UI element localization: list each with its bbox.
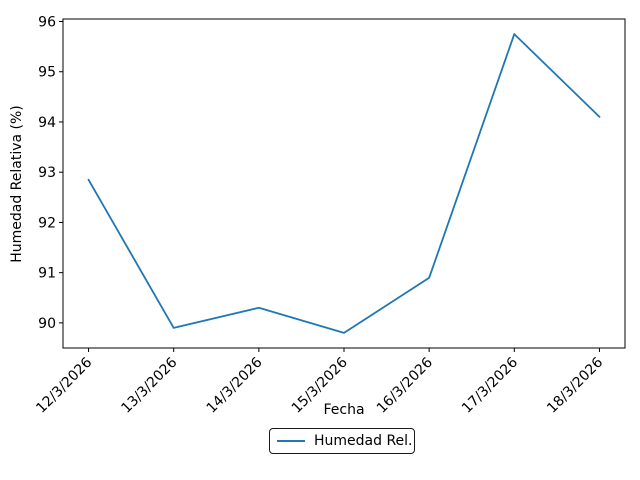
- x-tick-label: 14/3/2026: [204, 354, 266, 416]
- x-tick-label: 13/3/2026: [118, 354, 180, 416]
- x-tick-label: 16/3/2026: [374, 354, 436, 416]
- x-tick-label: 17/3/2026: [459, 354, 521, 416]
- legend-label: Humedad Rel.: [314, 433, 413, 449]
- x-axis-label: Fecha: [323, 402, 365, 418]
- y-tick-label: 94: [38, 115, 56, 131]
- y-tick-label: 91: [38, 266, 56, 282]
- y-axis-label: Humedad Relativa (%): [9, 105, 25, 263]
- y-tick-label: 90: [38, 316, 56, 332]
- axes-frame: [62, 18, 626, 349]
- y-tick-label: 95: [38, 65, 56, 81]
- legend-box: Humedad Rel.: [269, 428, 415, 454]
- y-tick-label: 92: [38, 215, 56, 231]
- data-line: [87, 33, 601, 334]
- x-tick-label: 12/3/2026: [33, 354, 95, 416]
- y-tick-label: 93: [38, 165, 56, 181]
- y-tick-label: 96: [38, 15, 56, 31]
- legend-line-sample: [277, 440, 305, 442]
- x-tick-label: 18/3/2026: [544, 354, 606, 416]
